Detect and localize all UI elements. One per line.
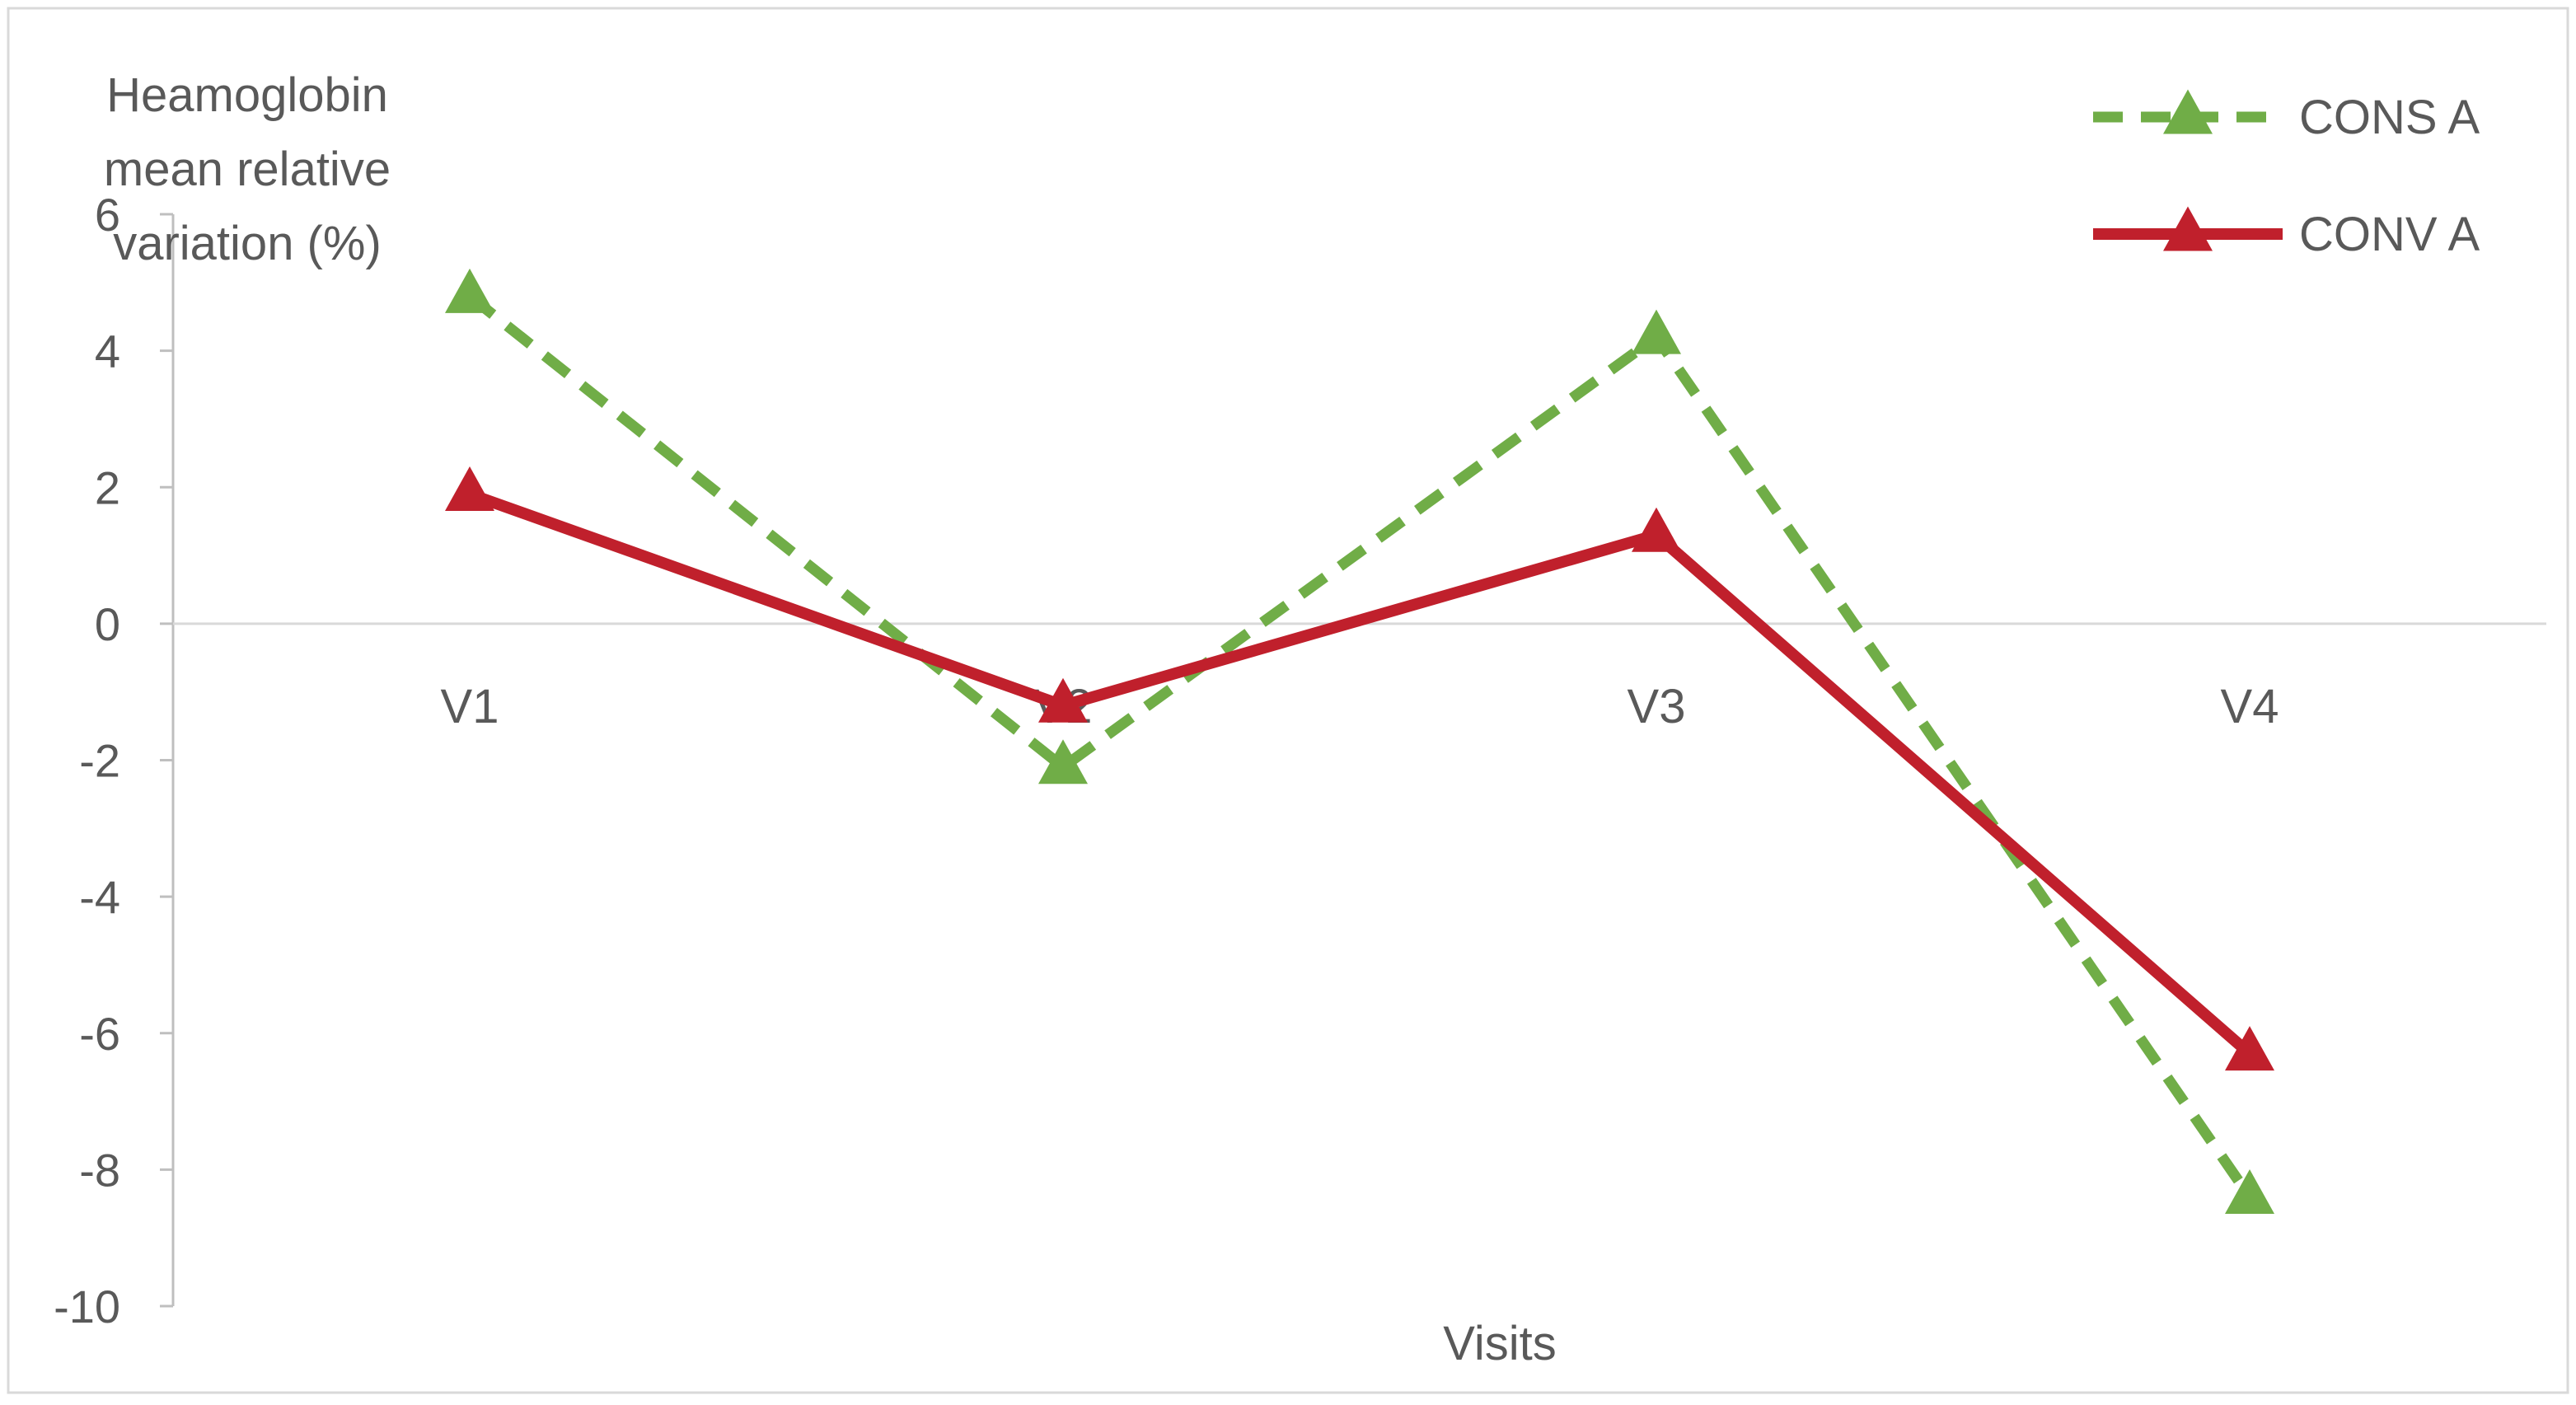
- series-1-marker: [1632, 309, 1681, 354]
- y-tick-label: 0: [95, 598, 120, 650]
- legend-swatch-marker-1: [2163, 89, 2213, 134]
- series-lines: [466, 292, 2255, 1201]
- y-tick-label: -4: [79, 871, 120, 923]
- y-tick-label: 4: [95, 325, 120, 377]
- series-2-marker: [2225, 1026, 2274, 1071]
- legend-swatch-marker-2: [2163, 206, 2213, 251]
- legend-label-2: CONV A: [2299, 208, 2480, 261]
- series-line-2: [467, 488, 2254, 1058]
- series-1-marker: [2225, 1169, 2274, 1215]
- y-axis-label-line-2: mean relative: [104, 143, 391, 196]
- x-tick-label: V1: [441, 680, 499, 733]
- y-tick-label: 6: [95, 189, 120, 241]
- series-2-marker: [445, 466, 494, 512]
- series-2-marker: [1632, 507, 1681, 552]
- legend-label-1: CONS A: [2299, 91, 2480, 144]
- y-tick-label: -2: [79, 735, 120, 787]
- x-axis-label: Visits: [1443, 1317, 1557, 1370]
- series-markers: [445, 268, 2274, 1215]
- y-tick-label: 2: [95, 461, 120, 513]
- x-tick-label: V4: [2221, 680, 2279, 733]
- series-line-1: [466, 292, 2255, 1201]
- y-tick-label: -10: [54, 1281, 120, 1332]
- y-tick-labels: -10 -8 -6 -4 -2 0 2 4 6: [54, 189, 120, 1332]
- y-axis: [160, 213, 175, 1308]
- series-1-marker: [445, 268, 494, 313]
- x-tick-label: V3: [1628, 680, 1686, 733]
- y-axis-label-line-3: variation (%): [113, 217, 382, 270]
- y-tick-label: -6: [79, 1008, 120, 1060]
- legend: CONS A CONV A: [2093, 89, 2480, 261]
- series-1-marker: [1038, 739, 1088, 784]
- y-axis-label-line-1: Heamoglobin: [106, 68, 388, 122]
- y-tick-label: -8: [79, 1144, 120, 1196]
- series-2-marker: [1038, 677, 1088, 723]
